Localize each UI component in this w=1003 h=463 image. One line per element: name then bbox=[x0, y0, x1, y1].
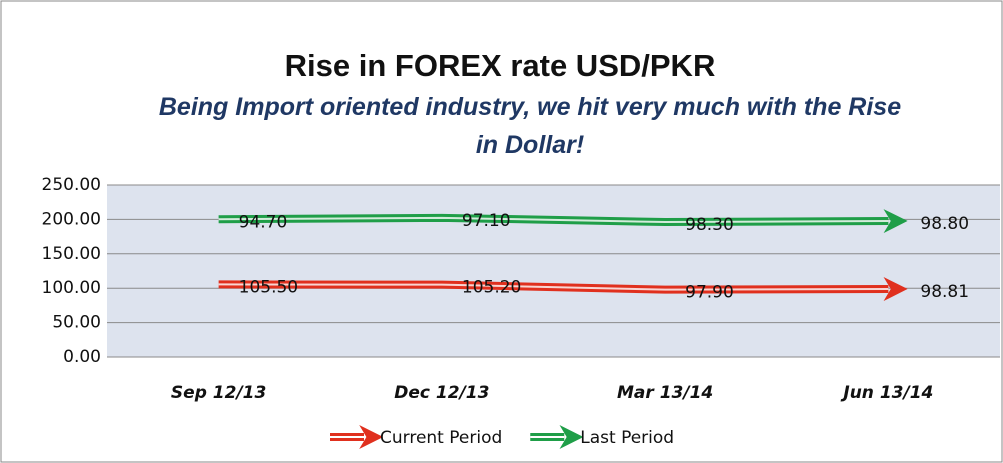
chart-subtitle: Being Import oriented industry, we hit v… bbox=[158, 93, 902, 159]
series-line-highlight bbox=[218, 283, 889, 291]
y-tick-label: 50.00 bbox=[52, 313, 101, 333]
legend-label: Last Period bbox=[580, 428, 674, 448]
x-tick-label: Jun 13/14 bbox=[840, 383, 933, 403]
y-tick-label: 0.00 bbox=[63, 347, 101, 367]
data-label: 97.10 bbox=[462, 211, 511, 231]
x-tick-label: Sep 12/13 bbox=[171, 383, 266, 403]
data-label: 97.90 bbox=[685, 283, 734, 303]
series-line-highlight bbox=[218, 216, 889, 224]
y-tick-label: 150.00 bbox=[42, 244, 101, 264]
data-label: 98.81 bbox=[920, 282, 969, 302]
x-tick-label: Dec 12/13 bbox=[394, 383, 489, 403]
data-label: 98.30 bbox=[685, 215, 734, 235]
data-label: 105.20 bbox=[462, 278, 521, 298]
chart-title: Rise in FOREX rate USD/PKR bbox=[285, 48, 716, 83]
x-tick-label: Mar 13/14 bbox=[617, 383, 713, 403]
data-label: 105.50 bbox=[239, 277, 298, 297]
plot-area bbox=[107, 185, 1000, 357]
y-tick-label: 250.00 bbox=[42, 175, 101, 195]
data-label: 94.70 bbox=[239, 212, 288, 232]
y-tick-label: 100.00 bbox=[42, 278, 101, 298]
y-tick-label: 200.00 bbox=[42, 209, 101, 229]
data-label: 98.80 bbox=[920, 214, 969, 234]
legend-label: Current Period bbox=[380, 428, 502, 448]
